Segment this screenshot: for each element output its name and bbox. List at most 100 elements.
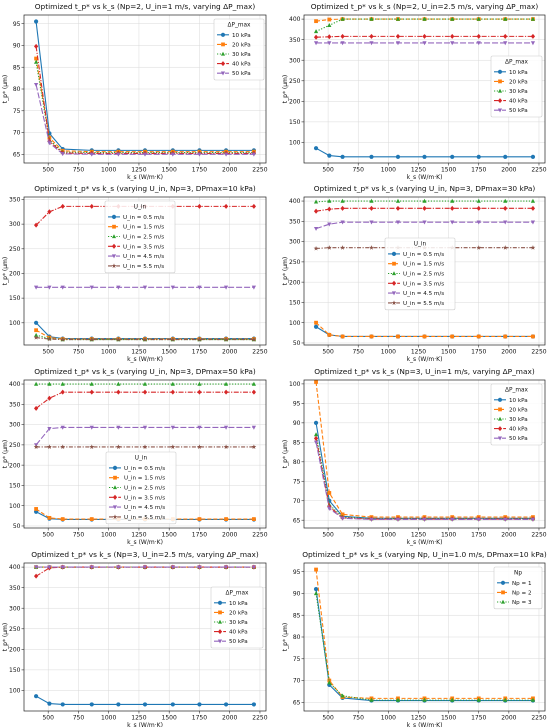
y-tick-label: 85 — [293, 612, 301, 619]
y-axis-label: t_p* (μm) — [2, 623, 9, 651]
data-point — [223, 702, 229, 707]
y-tick-label: 350 — [9, 401, 21, 408]
data-point — [530, 697, 536, 702]
data-point — [34, 332, 39, 337]
data-point — [340, 198, 345, 203]
data-point — [197, 203, 202, 209]
y-tick-label: 65 — [293, 699, 301, 706]
data-point — [34, 573, 39, 579]
data-point — [251, 425, 256, 430]
legend-marker — [391, 280, 397, 286]
y-tick-label: 150 — [289, 119, 301, 126]
data-point — [170, 425, 175, 430]
chart-title: Optimized t_p* vs k_s (varying U_in, Np=… — [34, 184, 256, 193]
y-tick-label: 300 — [9, 221, 21, 228]
y-tick-label: 50 — [293, 340, 301, 347]
data-point — [313, 34, 319, 40]
axes-frame — [23, 562, 267, 712]
series-line — [35, 58, 254, 153]
axes-frame — [23, 14, 267, 164]
data-point — [313, 435, 319, 441]
data-point — [314, 380, 318, 384]
data-point — [422, 154, 427, 159]
data-point — [369, 33, 374, 39]
legend-marker — [501, 590, 505, 595]
data-point — [60, 517, 65, 521]
data-point — [476, 41, 481, 46]
x-tick-label: 1000 — [381, 349, 396, 356]
data-point — [395, 154, 401, 159]
data-point — [223, 389, 229, 395]
data-point — [116, 389, 121, 395]
x-tick-label: 500 — [322, 349, 334, 356]
data-point — [503, 16, 508, 21]
data-point — [422, 220, 427, 225]
data-point — [170, 285, 175, 290]
legend-entry: U_in = 2.5 m/s — [403, 272, 444, 278]
x-tick-label: 750 — [73, 167, 85, 174]
legend-marker — [111, 243, 117, 249]
legend-entry: 30 kPa — [232, 52, 251, 58]
series-5 — [34, 425, 256, 448]
data-point — [60, 203, 65, 209]
y-tick-label: 90 — [13, 43, 21, 50]
data-point — [369, 697, 374, 702]
data-point — [313, 324, 319, 329]
y-tick-label: 100 — [9, 503, 21, 510]
x-tick-label: 500 — [42, 715, 54, 722]
legend-entry: U_in = 4.5 m/s — [124, 505, 165, 511]
data-point — [170, 389, 175, 395]
series-line — [35, 46, 254, 154]
x-tick-label: 2250 — [252, 349, 267, 356]
data-point — [89, 517, 94, 521]
x-tick-label: 1250 — [131, 167, 146, 174]
data-point — [340, 16, 345, 21]
chart-title: Optimized t_p* vs k_s (Np=2, U_in=2.5 m/… — [311, 2, 539, 11]
data-point — [170, 381, 175, 386]
y-axis-label: t_p* (μm) — [282, 623, 289, 651]
x-tick-label: 1000 — [381, 532, 396, 539]
data-point — [142, 702, 148, 707]
data-point — [197, 444, 202, 449]
data-point — [197, 285, 202, 290]
data-point — [60, 565, 65, 570]
series-line — [315, 569, 533, 699]
x-tick-label: 1000 — [101, 532, 116, 539]
x-axis-label: k_s (W/m·K) — [127, 174, 163, 181]
legend: U_in U_in = 0.5 m/s U_in = 1.5 m/s U_in = 2… — [384, 237, 456, 311]
x-tick-label: 500 — [42, 532, 54, 539]
y-tick-label: 400 — [289, 198, 301, 205]
data-point — [422, 697, 427, 702]
x-tick-label: 1250 — [411, 715, 426, 722]
data-point — [327, 41, 332, 46]
y-tick-label: 150 — [9, 295, 21, 302]
data-point — [313, 41, 319, 46]
axes-frame — [23, 379, 267, 529]
data-point — [142, 425, 148, 430]
data-point — [251, 285, 256, 290]
data-point — [89, 203, 94, 209]
y-tick-label: 300 — [9, 605, 21, 612]
legend-marker — [112, 465, 118, 470]
legend-marker — [391, 251, 397, 256]
legend-title: ΔP_max — [505, 60, 529, 66]
data-point — [395, 220, 401, 225]
legend-entry: 10 kPa — [509, 398, 528, 404]
x-tick-label: 1250 — [411, 349, 426, 356]
data-point — [60, 152, 65, 157]
legend-marker — [500, 599, 506, 604]
data-point — [223, 381, 229, 386]
legend-entry: 20 kPa — [509, 79, 528, 85]
legend-entry: Np = 1 — [512, 581, 532, 587]
legend-marker — [500, 580, 506, 585]
x-tick-label: 1750 — [471, 715, 486, 722]
data-point — [327, 198, 332, 203]
chart-title: Optimized t_p* vs k_s (Np=3, U_in=1 m/s,… — [314, 367, 535, 376]
legend-entry: U_in = 3.5 m/s — [124, 495, 165, 501]
data-point — [142, 285, 148, 290]
data-point — [503, 697, 508, 702]
data-point — [395, 16, 401, 21]
data-point — [476, 33, 481, 39]
series-6 — [33, 444, 257, 449]
legend: U_in U_in = 0.5 m/s U_in = 1.5 m/s U_in = 2… — [105, 451, 177, 525]
